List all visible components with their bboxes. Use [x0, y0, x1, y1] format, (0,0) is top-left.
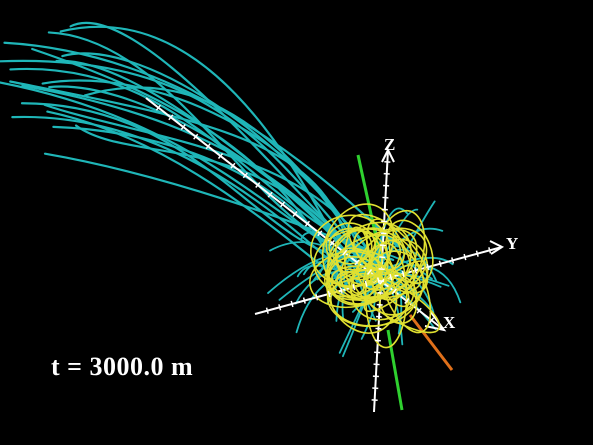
- axis-tick: [401, 270, 405, 277]
- axis-tick: [438, 260, 442, 267]
- green-marker-upper: [356, 154, 380, 247]
- yellow-field-loop: [326, 221, 412, 307]
- axis-tick: [364, 280, 368, 288]
- yellow-field-loops: [309, 203, 441, 349]
- axis-tick: [267, 191, 273, 198]
- axis-tick: [168, 114, 174, 121]
- axis-tick: [329, 240, 335, 246]
- axis-tick: [290, 300, 294, 308]
- yellow-field-loop: [363, 260, 427, 312]
- axis-tick: [352, 284, 356, 291]
- cyan-field-line: [55, 59, 361, 258]
- axis-tick: [315, 294, 319, 301]
- axis-tick: [404, 298, 410, 304]
- axis-tick: [317, 230, 323, 237]
- axis-tick: [292, 211, 298, 217]
- yellow-field-loop: [364, 242, 408, 349]
- axis-tick: [180, 124, 186, 130]
- yellow-field-loop: [385, 219, 434, 285]
- yellow-field-loop: [328, 227, 373, 265]
- axis-tick: [416, 307, 422, 314]
- axis-y-arrowhead: [489, 240, 505, 255]
- axis-tick: [302, 297, 306, 304]
- axis-tick: [391, 288, 397, 295]
- orange-marker: [408, 314, 454, 371]
- yellow-field-loop: [334, 229, 383, 281]
- axis-tick: [155, 104, 162, 111]
- yellow-field-loop: [310, 214, 391, 287]
- axis-tick: [279, 201, 286, 208]
- axis-label-z: Z: [384, 135, 395, 154]
- axis-label-x: X: [443, 313, 456, 332]
- yellow-field-loop: [353, 227, 405, 271]
- axis-tick: [428, 317, 435, 324]
- axis-z-arrowhead: [381, 147, 395, 163]
- yellow-field-loop: [350, 238, 429, 321]
- axis-tick: [230, 162, 236, 169]
- cyan-field-line: [83, 86, 351, 237]
- axis-tick: [217, 153, 224, 159]
- yellow-field-loop: [330, 268, 418, 327]
- axis-tick: [475, 250, 479, 257]
- cyan-field-line: [41, 79, 369, 263]
- cyan-field-line: [74, 124, 358, 258]
- axis-tick: [242, 172, 248, 179]
- axis-tick: [426, 263, 430, 271]
- axis-tick: [389, 273, 393, 281]
- axis-tick: [339, 287, 343, 294]
- axis-tick: [327, 290, 331, 298]
- axis-tick: [304, 220, 311, 227]
- axis-ticks: [155, 104, 492, 402]
- axis-tick: [265, 307, 269, 314]
- axis-tick: [278, 304, 282, 311]
- axis-tick: [342, 249, 348, 256]
- axis-tick: [205, 143, 211, 150]
- yellow-field-loop: [327, 256, 384, 305]
- axis-tick: [255, 182, 261, 188]
- axis-tick: [366, 269, 373, 275]
- cyan-field-line: [43, 152, 395, 262]
- cyan-field-line: [48, 85, 358, 266]
- axis-x-arrowhead: [424, 310, 447, 332]
- yellow-field-loop: [336, 270, 377, 302]
- axis-tick: [451, 257, 455, 264]
- axis-tick: [354, 259, 360, 266]
- axis-tick: [463, 253, 467, 261]
- cyan-field-line: [9, 80, 347, 238]
- green-marker-lower: [386, 329, 404, 411]
- axis-tick: [414, 267, 418, 274]
- axis-tick: [488, 247, 492, 254]
- axis-label-y: Y: [506, 234, 518, 253]
- time-label: t = 3000.0 m: [51, 352, 194, 381]
- cyan-field-line: [377, 288, 437, 331]
- axis-tick: [193, 133, 199, 140]
